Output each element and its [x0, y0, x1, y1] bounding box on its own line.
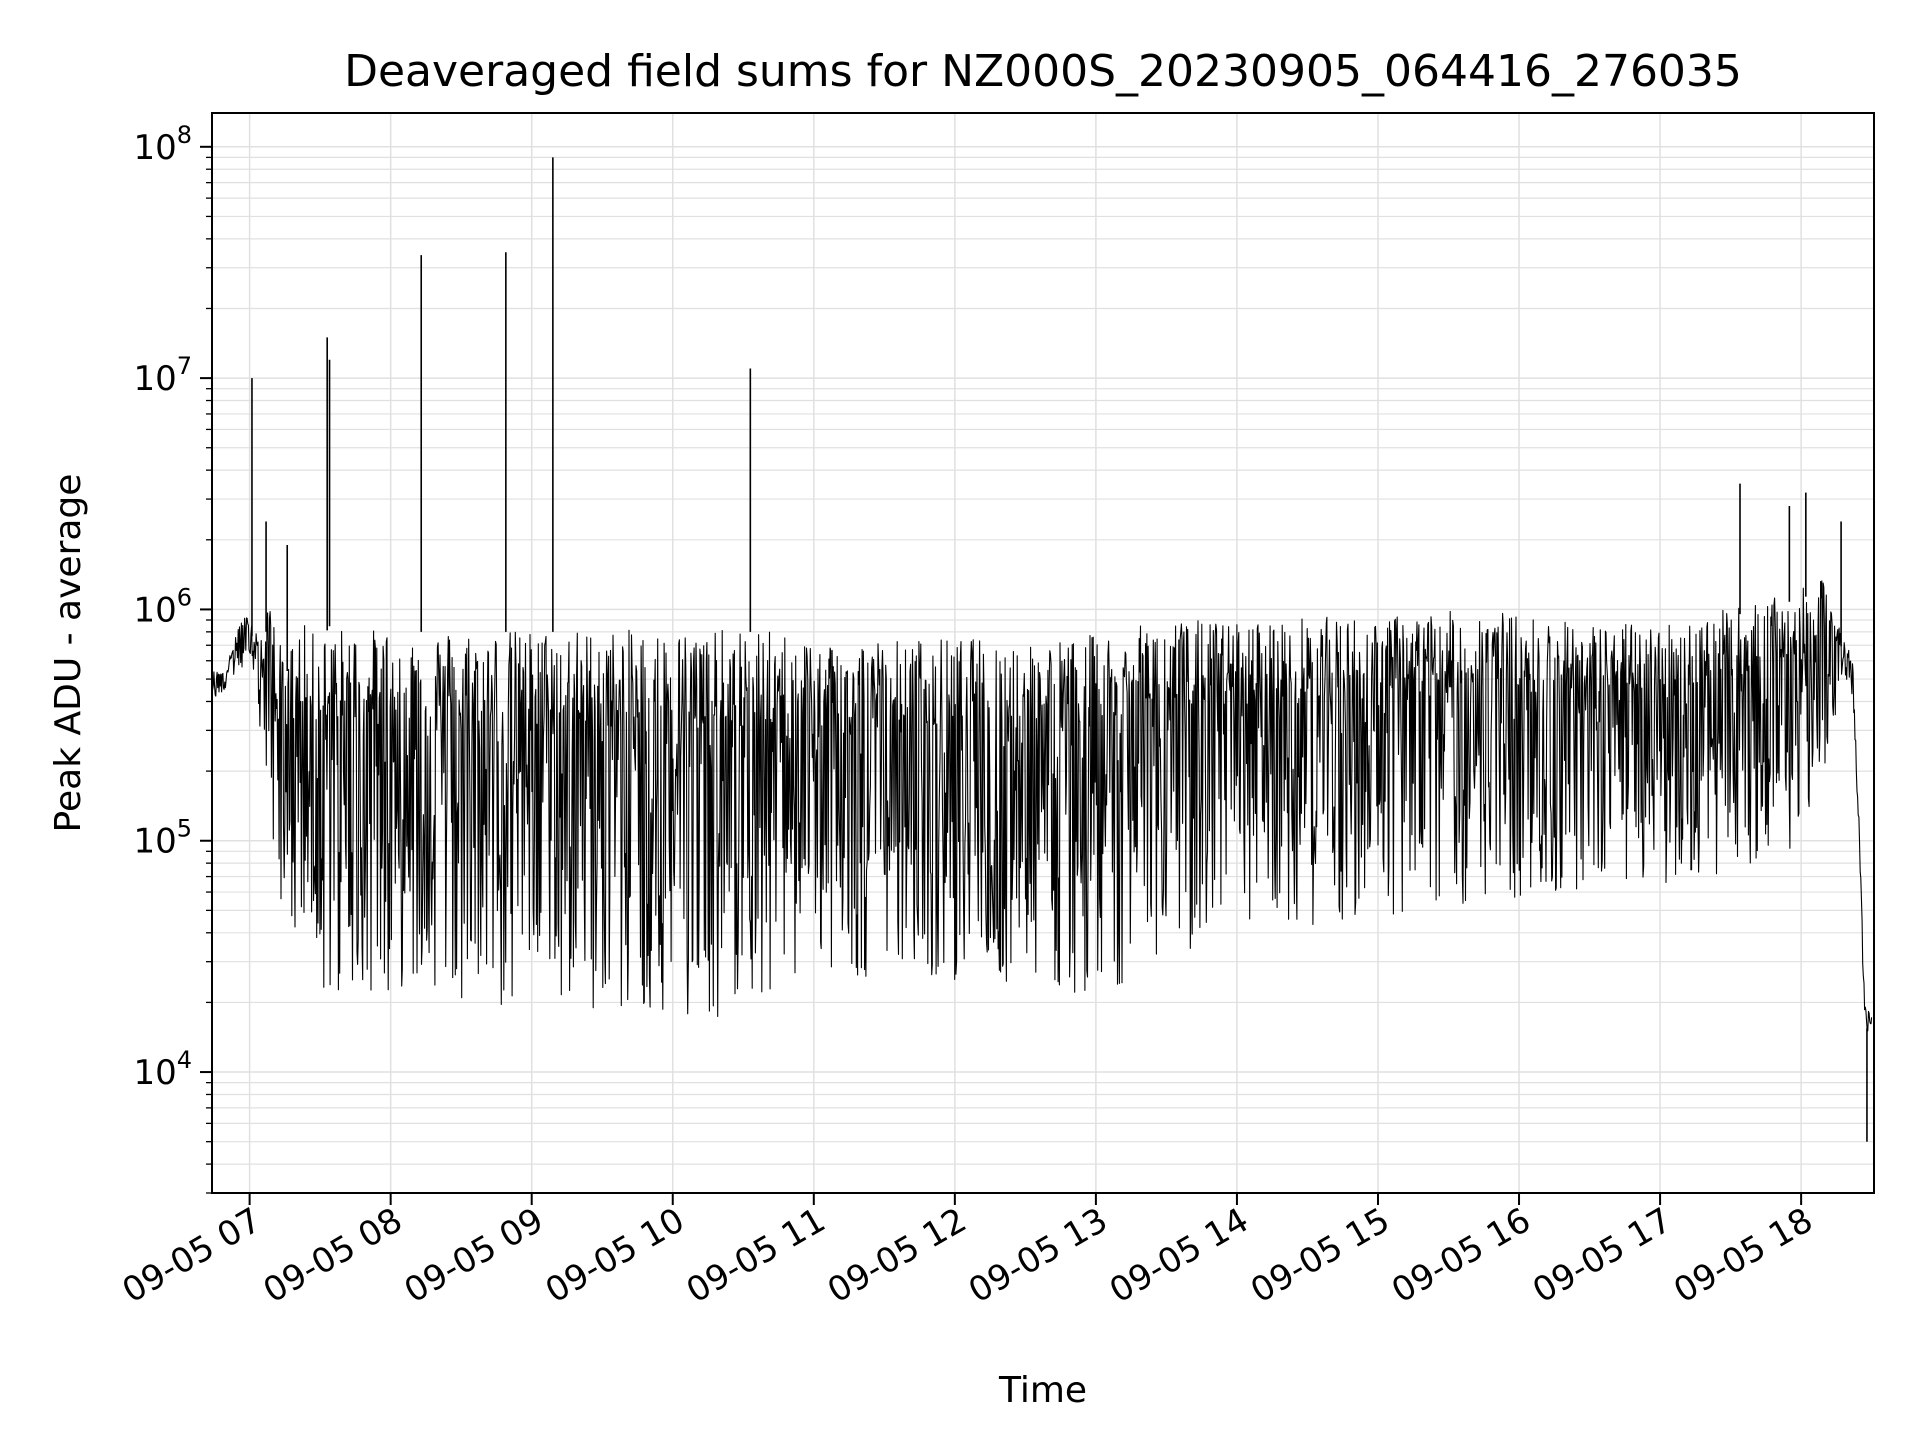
data-layer: [211, 157, 1873, 1142]
y-axis-label: Peak ADU - average: [48, 474, 89, 833]
x-tick-label: 09-05 15: [1244, 1200, 1396, 1311]
y-tick-label: 108: [133, 121, 192, 168]
x-axis-label: Time: [998, 1370, 1087, 1411]
x-tick-label: 09-05 07: [116, 1200, 268, 1311]
plot-frame: [211, 112, 1875, 1194]
y-tick-label: 104: [133, 1046, 192, 1093]
y-tick-label: 105: [133, 815, 192, 862]
x-tick-label: 09-05 16: [1385, 1200, 1537, 1311]
x-tick-label: 09-05 09: [398, 1200, 550, 1311]
x-tick-label: 09-05 11: [680, 1200, 832, 1311]
x-tick-label: 09-05 13: [962, 1200, 1114, 1311]
x-tick-label: 09-05 08: [257, 1200, 409, 1311]
series-line: [211, 580, 1873, 1032]
x-tick-label: 09-05 10: [539, 1200, 691, 1311]
grid-layer: [212, 113, 1874, 1194]
chart-title: Deaveraged field sums for NZ000S_2023090…: [344, 46, 1742, 97]
y-tick-label: 107: [133, 352, 192, 399]
y-axis-ticks: 104 105 106 107 108: [133, 121, 212, 1194]
x-tick-label: 09-05 17: [1526, 1200, 1678, 1311]
x-tick-label: 09-05 12: [821, 1200, 973, 1311]
y-tick-label: 106: [133, 583, 192, 630]
x-tick-label: 09-05 14: [1103, 1200, 1255, 1311]
x-tick-label: 09-05 18: [1667, 1200, 1819, 1311]
